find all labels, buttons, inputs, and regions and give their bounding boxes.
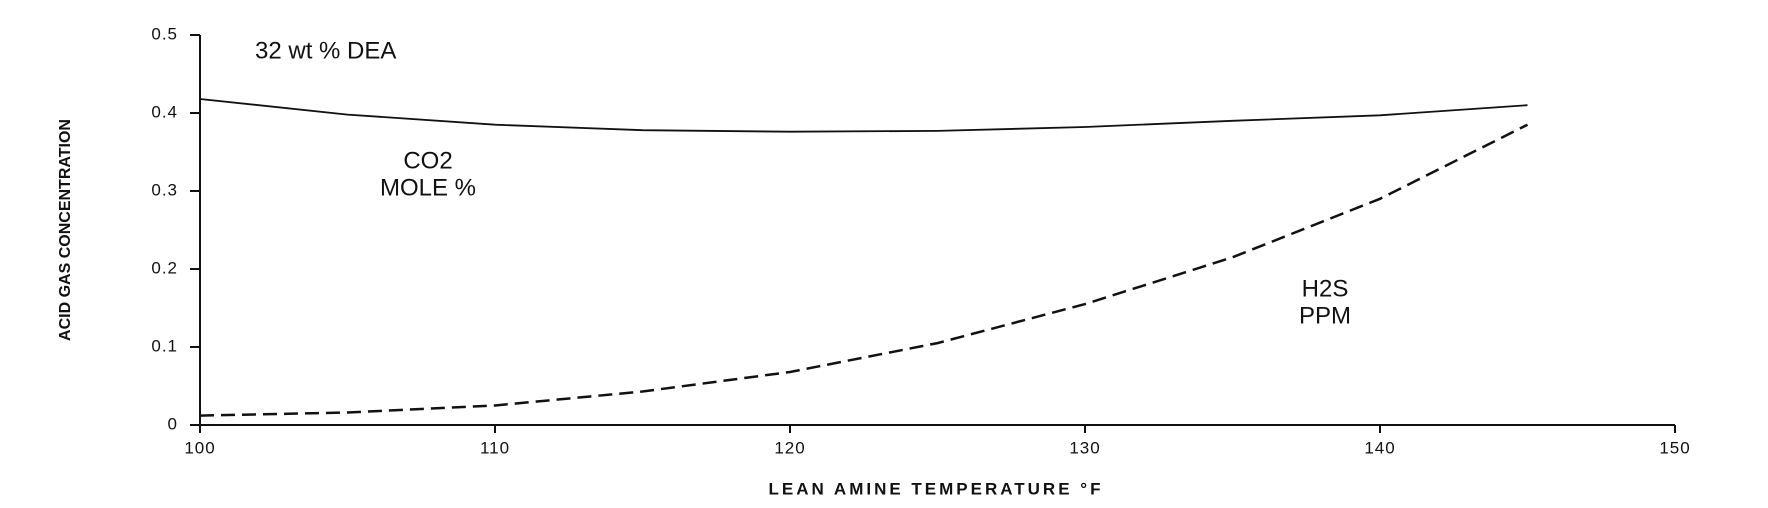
- x-tick-label: 150: [1659, 438, 1690, 457]
- y-tick-label: 0: [168, 414, 178, 433]
- series-label: PPM: [1299, 302, 1351, 329]
- y-tick-label: 0.5: [151, 24, 178, 43]
- x-tick-label: 140: [1364, 438, 1395, 457]
- x-tick-label: 120: [774, 438, 805, 457]
- y-tick-label: 0.1: [151, 336, 178, 355]
- x-axis-title: LEAN AMINE TEMPERATURE °F: [769, 479, 1104, 498]
- y-tick-label: 0.2: [151, 258, 178, 277]
- x-tick-label: 110: [480, 438, 510, 457]
- series-label: CO2: [403, 147, 452, 174]
- series-line: [199, 98, 1528, 133]
- y-axis-title: ACID GAS CONCENTRATION: [57, 119, 74, 341]
- series-label: MOLE %: [380, 174, 476, 201]
- series-line: [199, 123, 1529, 417]
- series-label: H2S: [1302, 275, 1349, 302]
- x-tick-label: 130: [1069, 438, 1100, 457]
- annotation: 32 wt % DEA: [255, 37, 396, 64]
- x-tick-label: 100: [184, 438, 215, 457]
- y-tick-label: 0.3: [151, 180, 178, 199]
- y-tick-label: 0.4: [151, 102, 178, 121]
